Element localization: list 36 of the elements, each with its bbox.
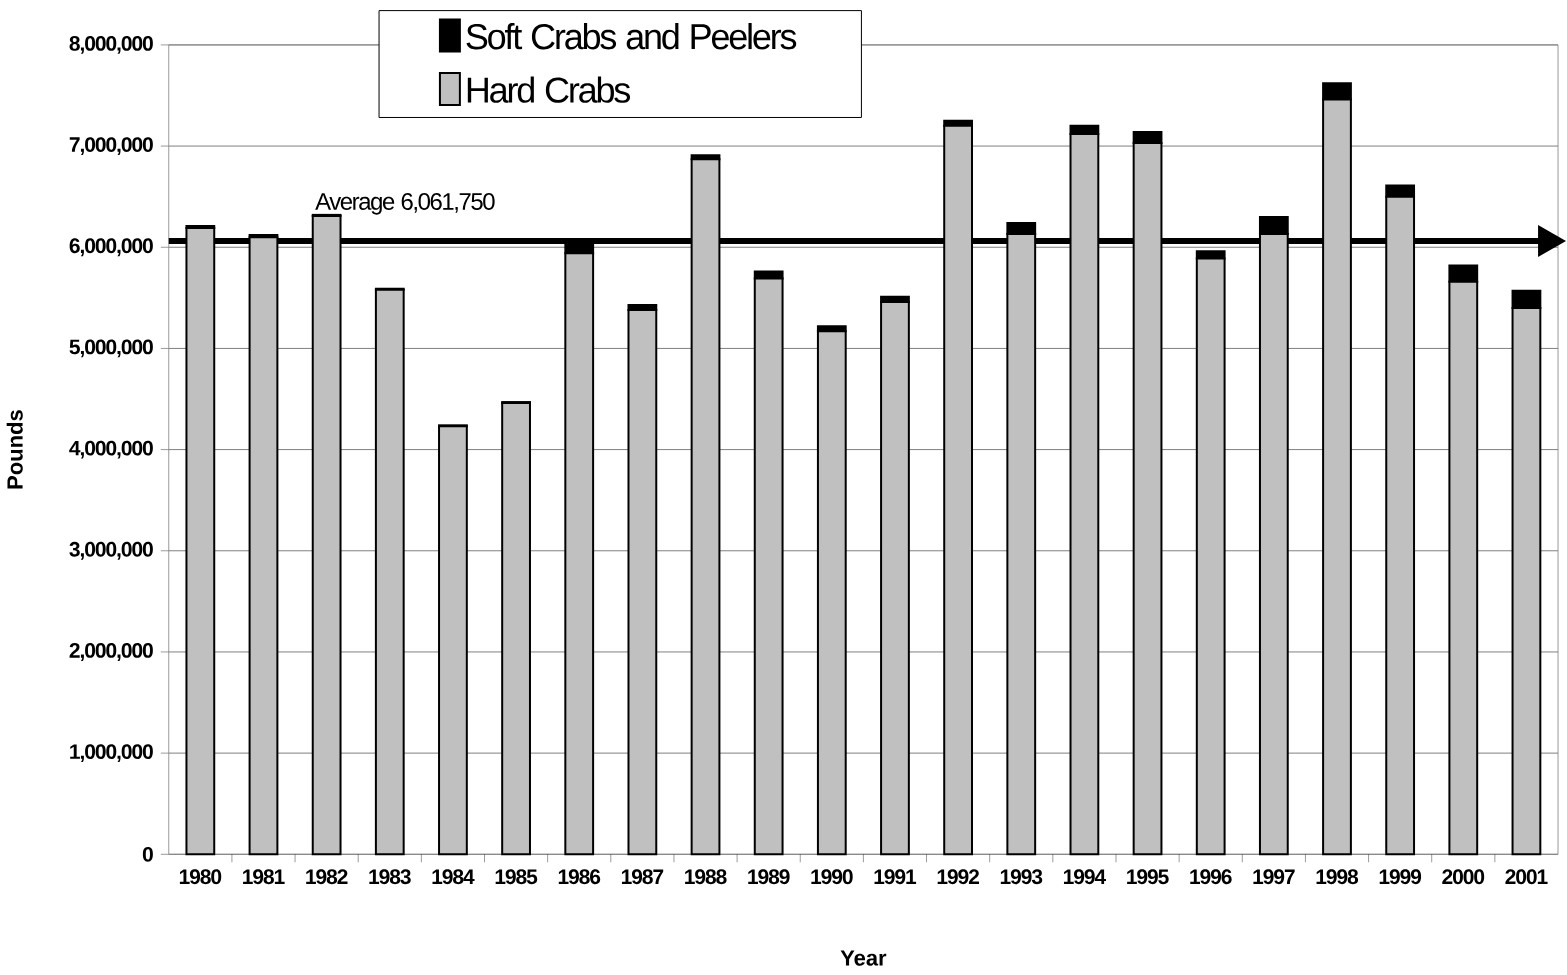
y-tick-label: 8,000,000 [69,35,153,54]
x-tick-label: 1997 [1253,869,1295,885]
x-tick-label: 1998 [1316,869,1359,885]
x-tick-label: 1988 [685,869,727,885]
x-tick-label: 1989 [748,869,790,885]
y-tick-label: 4,000,000 [69,440,153,459]
y-tick-label: 3,000,000 [69,541,153,560]
y-tick-label: 0 [142,846,153,862]
y-tick-label: 1,000,000 [70,744,153,763]
x-tick-label: 1981 [243,869,285,885]
x-tick-label: 2000 [1442,869,1485,885]
ref-line-label: Average 6,061,750 [315,192,495,215]
x-tick-label: 1993 [1000,869,1043,885]
x-tick-label: 1987 [621,869,664,885]
x-tick-label: 1983 [369,869,411,885]
x-tick-label: 1982 [306,869,348,885]
legend-label: Hard Crabs [467,76,631,103]
legend-label: Soft Crabs and Peelers [466,23,797,50]
x-tick-label: 2001 [1505,869,1548,885]
x-tick-label: 1996 [1190,869,1232,885]
x-tick-label: 1994 [1063,869,1106,885]
x-tick-label: 1980 [179,869,222,885]
x-tick-label: 1995 [1127,869,1169,885]
y-axis-title: Pounds [6,410,23,489]
y-tick-label: 6,000,000 [69,238,153,257]
x-tick-label: 1991 [874,869,917,885]
x-tick-label: 1985 [495,869,538,885]
y-tick-label: 2,000,000 [69,643,153,661]
x-axis-title: Year [840,950,887,966]
x-tick-label: 1992 [937,869,979,885]
y-tick-label: 7,000,000 [69,137,153,156]
y-tick-label: 5,000,000 [69,339,153,358]
x-tick-label: 1986 [558,869,601,885]
x-tick-label: 1999 [1379,869,1422,885]
x-tick-label: 1990 [811,869,853,885]
x-tick-label: 1984 [432,869,475,885]
